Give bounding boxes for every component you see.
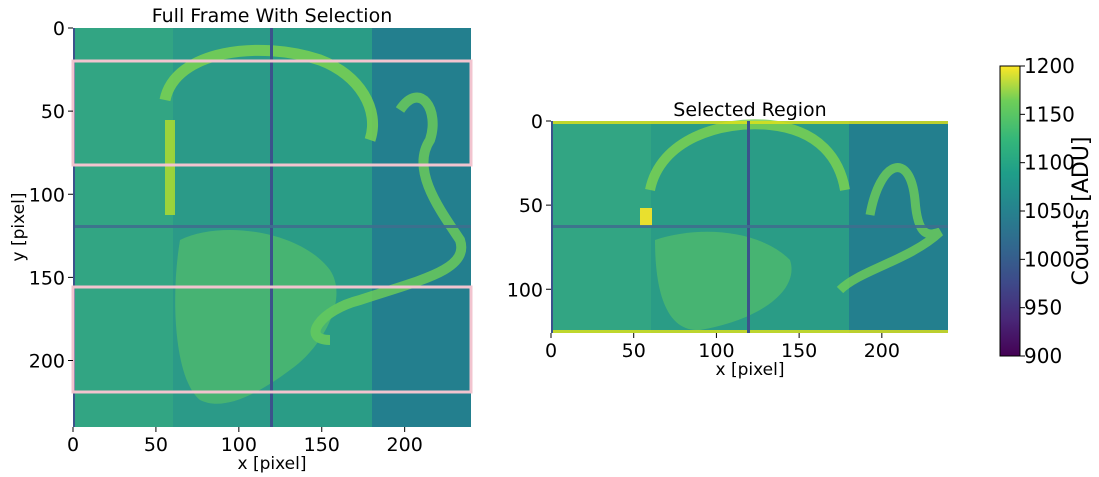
selected-region-title: Selected Region: [673, 99, 826, 121]
selected-region-y-tick-label: 50: [519, 195, 543, 217]
full-frame-x-axis-label: x [pixel]: [238, 454, 307, 474]
colorbar-tick-label: 1100: [1024, 151, 1075, 175]
full-frame-y-ticks: 0 50 100 150 200: [29, 18, 73, 373]
colorbar-tick-label: 950: [1024, 296, 1062, 320]
selected-region-x-ticks: 0 50 100 150 200: [545, 333, 900, 362]
colorbar-tick-label: 1050: [1024, 199, 1075, 223]
full-frame-x-tick-label: 100: [221, 434, 257, 456]
full-frame-y-tick-label: 200: [29, 351, 65, 373]
full-frame-x-tick-label: 50: [144, 434, 168, 456]
colorbar-gradient: [999, 65, 1021, 357]
selected-region-y-tick-label: 0: [531, 111, 543, 133]
selected-region-x-axis-label: x [pixel]: [716, 360, 785, 380]
full-frame-y-tick-label: 50: [41, 101, 65, 123]
colorbar: 900 950 1000 1050 1100 1150 1200 Counts [ADU]: [999, 54, 1094, 368]
colorbar-tick-label: 1150: [1024, 102, 1075, 126]
full-frame-x-tick-label: 200: [387, 434, 423, 456]
selected-region-x-tick-label: 150: [781, 340, 817, 362]
colorbar-ticks: 900 950 1000 1050 1100 1150 1200: [1020, 54, 1075, 368]
selected-region-panel: Selected Region 0 50 100 150 200 0 50 100 x [p…: [507, 99, 948, 380]
selected-region-x-tick-label: 50: [622, 340, 646, 362]
colorbar-tick-label: 1200: [1024, 54, 1075, 78]
full-frame-title: Full Frame With Selection: [152, 5, 393, 27]
full-frame-panel: Full Frame With Selection 0 50 100 150 200 0…: [9, 5, 473, 474]
selected-region-x-tick-label: 0: [545, 340, 557, 362]
full-frame-x-ticks: 0 50 100 150 200: [67, 427, 423, 456]
full-frame-x-tick-label: 150: [304, 434, 340, 456]
selected-region-image: [551, 119, 948, 333]
colorbar-tick-label: 900: [1024, 344, 1062, 368]
selected-region-x-tick-label: 200: [864, 340, 900, 362]
full-frame-x-tick-label: 0: [67, 434, 79, 456]
selected-region-x-tick-label: 100: [698, 340, 734, 362]
selected-region-y-tick-label: 100: [507, 279, 543, 301]
full-frame-y-axis-label: y [pixel]: [9, 193, 29, 262]
selection-box-upper: [71, 59, 473, 167]
full-frame-y-tick-label: 0: [53, 18, 65, 40]
full-frame-y-tick-label: 150: [29, 267, 65, 289]
colorbar-label: Counts [ADU]: [1069, 136, 1094, 285]
full-frame-image: [73, 28, 471, 427]
selected-region-y-ticks: 0 50 100: [507, 111, 551, 301]
selection-box-lower: [71, 285, 473, 394]
colorbar-tick-label: 1000: [1024, 247, 1075, 271]
full-frame-y-tick-label: 100: [29, 184, 65, 206]
